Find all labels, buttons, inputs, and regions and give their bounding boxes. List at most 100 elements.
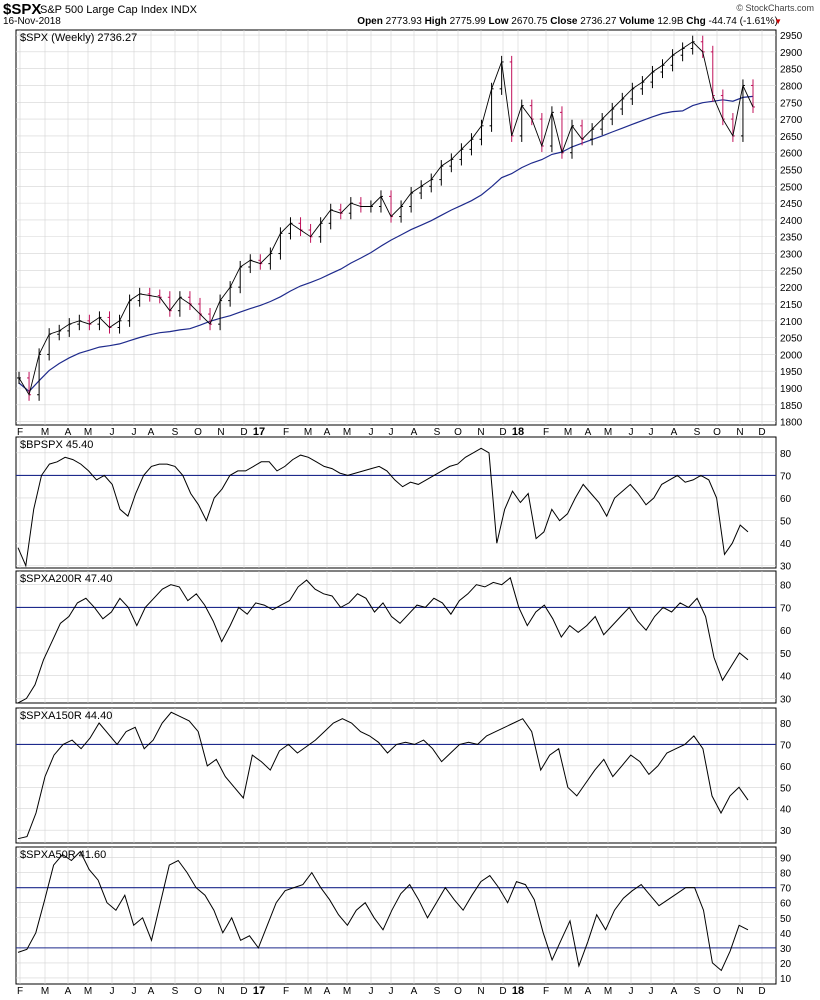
y-tick-label: 2700 (780, 115, 803, 126)
panel-title-1: $BPSPX 45.40 (20, 439, 93, 451)
x-tick-label: J (389, 986, 394, 997)
high-value: 2775.99 (449, 16, 486, 27)
x-tick-label: S (172, 427, 179, 438)
panel-frame-4 (15, 846, 777, 985)
y-tick-label: 40 (780, 539, 792, 550)
x-tick-label: D (499, 427, 506, 438)
x-tick-label: N (736, 427, 743, 438)
y-tick-label: 70 (780, 471, 792, 482)
x-tick-label: J (369, 986, 374, 997)
y-tick-label: 10 (780, 974, 792, 985)
x-tick-label: J (389, 427, 394, 438)
y-tick-label: 2600 (780, 149, 803, 160)
copyright: © StockCharts.com (736, 3, 814, 13)
y-tick-label: 80 (780, 869, 792, 880)
y-tick-label: 2150 (780, 300, 803, 311)
y-tick-label: 2000 (780, 350, 803, 361)
y-tick-label: 50 (780, 517, 792, 528)
x-tick-label: 17 (253, 426, 265, 438)
x-tick-label: M (343, 986, 351, 997)
y-tick-label: 80 (780, 581, 792, 592)
down-triangle-icon: ▼ (774, 17, 782, 26)
y-tick-label: 50 (780, 783, 792, 794)
y-tick-label: 70 (780, 740, 792, 751)
y-tick-label: 2650 (780, 132, 803, 143)
x-tick-label: O (194, 986, 202, 997)
x-tick-label: A (585, 427, 592, 438)
indicator-line-3 (17, 711, 749, 840)
x-tick-label: A (324, 427, 331, 438)
x-tick-label: S (694, 986, 701, 997)
x-tick-label: N (217, 986, 224, 997)
y-tick-label: 1850 (780, 401, 803, 412)
symbol-description: S&P 500 Large Cap Index INDX (40, 4, 197, 16)
x-tick-label: A (411, 427, 418, 438)
x-tick-label: A (671, 986, 678, 997)
x-tick-label: A (148, 427, 155, 438)
x-tick-label: O (454, 427, 462, 438)
y-tick-label: 2450 (780, 199, 803, 210)
y-tick-label: 30 (780, 826, 792, 837)
panel-title-0: $SPX (Weekly) 2736.27 (20, 32, 137, 44)
x-tick-label: J (132, 986, 137, 997)
x-tick-label: F (543, 427, 549, 438)
x-tick-label: S (172, 986, 179, 997)
low-label: Low (488, 16, 509, 27)
x-tick-label: S (434, 427, 441, 438)
indicator-line-1 (17, 447, 749, 568)
y-tick-label: 40 (780, 929, 792, 940)
chg-label: Chg (686, 16, 706, 27)
y-tick-label: 2900 (780, 48, 803, 59)
y-tick-label: 50 (780, 914, 792, 925)
open-label: Open (357, 16, 383, 27)
x-tick-label: N (736, 986, 743, 997)
chart-date: 16-Nov-2018 (3, 16, 61, 27)
indicator-line-4 (17, 850, 749, 972)
panel-frame-0 (15, 29, 777, 426)
x-tick-label: M (84, 427, 92, 438)
x-tick-label: D (758, 427, 765, 438)
x-tick-label: N (217, 427, 224, 438)
y-tick-label: 2550 (780, 166, 803, 177)
x-tick-label: M (564, 427, 572, 438)
symbol: $SPX (3, 1, 42, 18)
x-tick-label: S (434, 986, 441, 997)
x-tick-label: S (694, 427, 701, 438)
y-tick-label: 70 (780, 603, 792, 614)
x-tick-label: J (110, 427, 115, 438)
x-tick-label: F (283, 427, 289, 438)
x-tick-label: 18 (512, 985, 524, 997)
price-line (18, 41, 754, 396)
x-tick-label: M (41, 986, 49, 997)
y-tick-label: 70 (780, 884, 792, 895)
x-tick-label: 17 (253, 985, 265, 997)
open-value: 2773.93 (385, 16, 422, 27)
x-tick-label: O (713, 986, 721, 997)
x-tick-label: F (543, 986, 549, 997)
x-tick-label: N (477, 986, 484, 997)
x-tick-label: J (369, 427, 374, 438)
x-tick-label: A (65, 427, 72, 438)
volume-label: Volume (619, 16, 655, 27)
x-tick-label: D (240, 986, 247, 997)
y-tick-label: 90 (780, 854, 792, 865)
x-tick-label: M (604, 427, 612, 438)
description: S&P 500 Large Cap Index (40, 4, 168, 16)
x-tick-label: 18 (512, 426, 524, 438)
x-tick-label: A (324, 986, 331, 997)
x-tick-label: O (194, 427, 202, 438)
low-value: 2670.75 (511, 16, 548, 27)
y-tick-label: 80 (780, 719, 792, 730)
y-tick-label: 60 (780, 899, 792, 910)
x-tick-label: F (17, 986, 23, 997)
x-tick-label: A (671, 427, 678, 438)
x-tick-label: N (477, 427, 484, 438)
panel-title-2: $SPXA200R 47.40 (20, 573, 112, 585)
x-tick-label: O (454, 986, 462, 997)
y-tick-label: 2200 (780, 283, 803, 294)
y-tick-label: 30 (780, 944, 792, 955)
y-tick-label: 2250 (780, 266, 803, 277)
y-tick-label: 2950 (780, 31, 803, 42)
y-tick-label: 30 (780, 562, 792, 573)
indicator-line-2 (17, 576, 749, 704)
